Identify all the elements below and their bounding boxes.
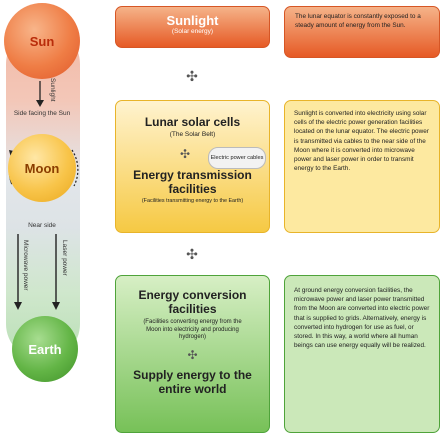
flow-connector-icon: ✣ <box>186 68 198 84</box>
sunlight-arrow-label: Sunlight <box>49 78 56 102</box>
celestial-column: Sun Sunlight Side facing the Sun Moon Ne… <box>0 0 86 439</box>
sun-label: Sun <box>29 33 55 49</box>
earth-label: Earth <box>28 341 62 357</box>
solar-cells-title: Lunar solar cells <box>144 115 241 129</box>
sunlight-title: Sunlight <box>166 13 219 28</box>
sunlight-subtitle: (Solar energy) <box>171 28 214 35</box>
sun-sphere: Sun <box>4 3 80 79</box>
sunlight-box: Sunlight (Solar energy) <box>115 6 270 48</box>
moon-description-box: Sunlight is converted into electricity u… <box>284 100 440 233</box>
near-side-label: Near side <box>28 222 56 229</box>
moon-facilities-box: Lunar solar cells (The Solar Belt) ✣ Ele… <box>115 100 270 233</box>
sunlight-description-box: The lunar equator is constantly exposed … <box>284 6 440 58</box>
moon-description: Sunlight is converted into electricity u… <box>294 110 429 173</box>
transmission-title: Energy transmission facilities <box>133 168 252 196</box>
sunlight-arrow-icon <box>36 81 44 107</box>
electric-cables-label: Electric power cables <box>210 154 264 161</box>
conversion-subtitle: (Facilities converting energy from the M… <box>143 319 242 340</box>
flow-connector-icon: ✣ <box>187 347 198 362</box>
supply-title: Supply energy to the entire world <box>133 367 252 396</box>
laser-arrow-icon <box>52 234 60 310</box>
conversion-title: Energy conversion facilities <box>138 288 247 316</box>
sunlight-description: The lunar equator is constantly exposed … <box>295 13 421 30</box>
laser-power-label: Laser power <box>61 240 68 276</box>
moon-sphere: Moon <box>8 134 76 202</box>
earth-description: At ground energy conversion facilities, … <box>294 287 430 350</box>
side-facing-sun-label: Side facing the Sun <box>13 110 71 117</box>
microwave-arrow-icon <box>14 234 22 310</box>
flow-connector-icon: ✣ <box>180 147 191 161</box>
flow-connector-icon: ✣ <box>186 246 198 262</box>
solar-cells-subtitle: (The Solar Belt) <box>169 131 216 138</box>
transmission-subtitle: (Facilities transmitting energy to the E… <box>141 198 244 204</box>
moon-label: Moon <box>24 160 60 176</box>
earth-facilities-box: Energy conversion facilities (Facilities… <box>115 275 270 433</box>
microwave-power-label: Microwave power <box>22 240 29 291</box>
electric-cables-bubble: Electric power cables <box>208 147 266 169</box>
earth-sphere: Earth <box>12 316 78 382</box>
earth-description-box: At ground energy conversion facilities, … <box>284 275 440 433</box>
